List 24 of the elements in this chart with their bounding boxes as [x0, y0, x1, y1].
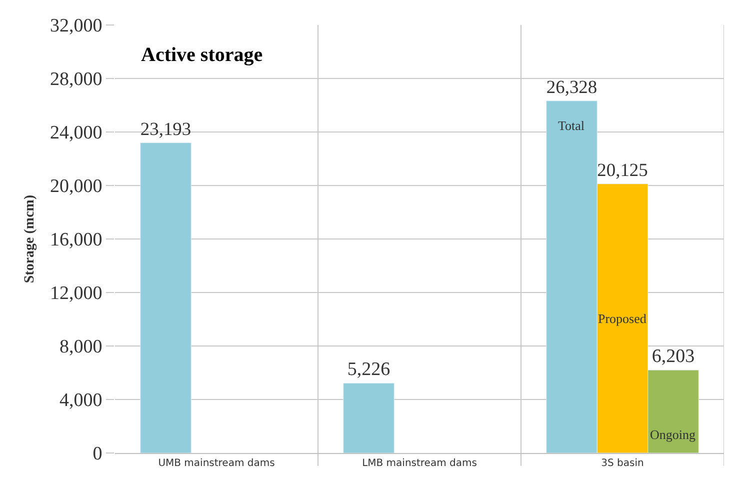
y-axis-title: Storage (mcm) — [22, 194, 38, 284]
y-tick-label: 4,000 — [59, 390, 102, 412]
data-label: 26,328 — [546, 77, 598, 98]
y-tick-label: 20,000 — [50, 176, 102, 198]
y-tick-label: 0 — [92, 444, 102, 465]
series-label: Total — [558, 118, 585, 133]
bar — [140, 142, 192, 453]
data-label: 20,125 — [597, 160, 648, 180]
y-tick-label: 28,000 — [50, 69, 102, 90]
x-tick-label: UMB mainstream dams — [158, 458, 275, 469]
text: Active storage — [141, 44, 263, 66]
series-label: Proposed — [598, 311, 647, 326]
x-tick-label: LMB mainstream dams — [362, 458, 477, 469]
bar — [343, 382, 394, 453]
y-tick-label: 32,000 — [50, 16, 102, 37]
y-tick-label: 16,000 — [50, 230, 102, 251]
y-tick-label: 24,000 — [50, 122, 102, 144]
y-tick-label: 8,000 — [59, 336, 102, 358]
series-label: Ongoing — [650, 427, 696, 442]
data-label: 6,203 — [652, 346, 695, 368]
x-tick-label: 3S basin — [601, 458, 644, 469]
data-label: 23,193 — [140, 118, 192, 139]
y-tick-label: 12,000 — [50, 283, 102, 304]
data-label: 5,226 — [347, 359, 390, 380]
